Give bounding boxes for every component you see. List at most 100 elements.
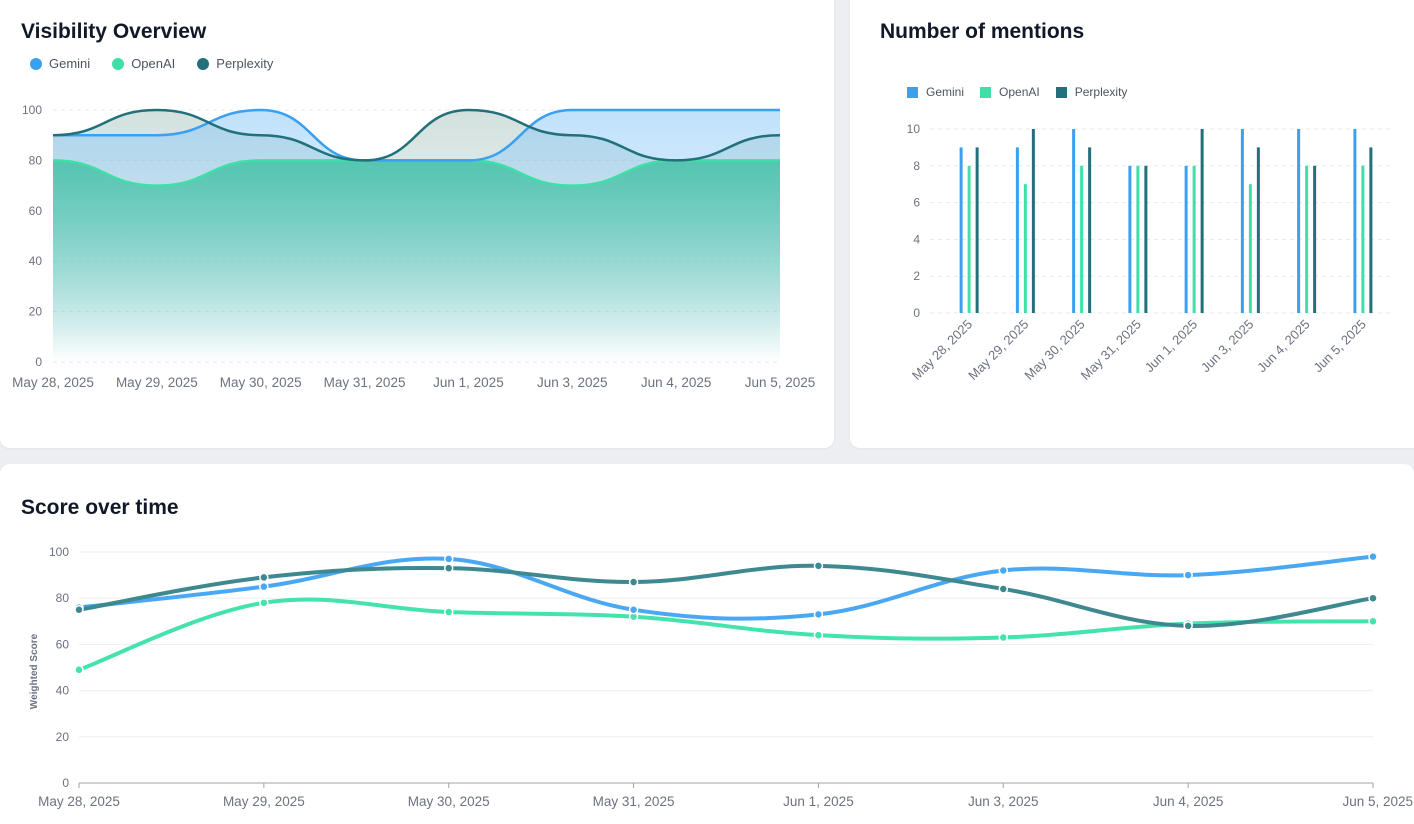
y-tick-label: 2 xyxy=(913,269,920,283)
x-tick-label: Jun 4, 2025 xyxy=(1153,794,1224,809)
bar-gemini xyxy=(1297,129,1301,313)
legend-label-gemini: Gemini xyxy=(49,56,91,71)
data-point-gemini xyxy=(443,554,454,564)
data-point-gemini xyxy=(259,581,269,592)
x-tick-label: Jun 5, 2025 xyxy=(1342,794,1413,809)
data-point-perplexity xyxy=(813,561,824,571)
x-tick-label: May 31, 2025 xyxy=(324,375,406,390)
bar-gemini xyxy=(1015,147,1019,313)
legend-item-gemini[interactable]: Gemini xyxy=(907,85,964,99)
data-point-gemini xyxy=(998,565,1009,576)
bar-openai xyxy=(1305,165,1309,313)
x-tick-label: Jun 3, 2025 xyxy=(968,794,1039,809)
data-point-perplexity xyxy=(74,605,84,615)
gemini-legend-marker xyxy=(30,57,42,70)
bar-openai xyxy=(967,165,971,313)
bar-perplexity xyxy=(1144,165,1148,313)
x-tick-label: May 29, 2025 xyxy=(116,375,198,390)
bar-openai xyxy=(1248,184,1252,313)
mentions-title: Number of mentions xyxy=(880,20,1085,43)
x-tick-label: Jun 1, 2025 xyxy=(433,375,504,390)
gemini-legend-marker xyxy=(907,86,918,98)
bar-openai xyxy=(1136,165,1140,313)
data-point-perplexity xyxy=(998,584,1009,594)
bar-perplexity xyxy=(1088,147,1092,313)
x-tick-label: Jun 4, 2025 xyxy=(1254,317,1313,376)
x-tick-label: May 29, 2025 xyxy=(223,794,305,809)
legend-item-openai[interactable]: OpenAI xyxy=(980,85,1040,99)
legend-label-openai: OpenAI xyxy=(131,56,176,71)
x-tick-label: Jun 5, 2025 xyxy=(745,375,816,390)
bar-openai xyxy=(1080,165,1084,313)
y-axis-label: Weighted Score xyxy=(29,633,40,709)
legend-item-openai[interactable]: OpenAI xyxy=(112,56,175,71)
visibility-legend: Gemini OpenAI Perplexity xyxy=(30,56,295,71)
x-tick-label: Jun 1, 2025 xyxy=(783,794,854,809)
legend-label-perplexity: Perplexity xyxy=(216,56,274,71)
bar-openai xyxy=(1023,184,1027,313)
bar-gemini xyxy=(1353,129,1357,313)
data-point-perplexity xyxy=(443,563,454,573)
score-over-time-title: Score over time xyxy=(21,496,179,519)
perplexity-legend-marker xyxy=(197,57,210,70)
y-tick-label: 8 xyxy=(913,159,920,173)
data-point-openai xyxy=(813,630,824,640)
y-tick-label: 40 xyxy=(56,684,70,698)
x-tick-label: Jun 3, 2025 xyxy=(537,375,608,390)
legend-item-gemini[interactable]: Gemini xyxy=(30,56,90,71)
bar-perplexity xyxy=(975,147,979,313)
data-point-gemini xyxy=(1368,551,1378,562)
data-point-openai xyxy=(1368,616,1378,627)
visibility-overview-title: Visibility Overview xyxy=(21,20,207,43)
bar-gemini xyxy=(1128,165,1132,313)
legend-item-perplexity[interactable]: Perplexity xyxy=(1055,85,1128,99)
series-line-perplexity xyxy=(77,563,1375,628)
score-over-time-card: Score over time 0 20 40 60 80 100 May 28, 2025… xyxy=(0,464,1414,824)
x-tick-label: May 30, 2025 xyxy=(220,375,302,390)
data-point-perplexity xyxy=(1183,621,1193,631)
bar-gemini xyxy=(1240,129,1244,313)
y-tick-label: 0 xyxy=(913,306,920,320)
y-tick-label: 6 xyxy=(913,196,920,210)
y-tick-label: 100 xyxy=(22,103,42,117)
series-line-gemini xyxy=(53,108,780,162)
y-tick-label: 20 xyxy=(56,730,70,744)
y-tick-label: 60 xyxy=(29,204,43,218)
bar-gemini xyxy=(1184,165,1188,313)
data-point-gemini xyxy=(813,609,824,620)
data-point-gemini xyxy=(1183,570,1193,580)
data-point-perplexity xyxy=(628,577,639,587)
perplexity-legend-marker xyxy=(1055,86,1067,98)
x-tick-label: May 28, 2025 xyxy=(12,375,94,390)
x-tick-label: May 28, 2025 xyxy=(38,794,120,809)
area-fill-openai xyxy=(53,160,780,362)
openai-legend-marker xyxy=(112,57,125,70)
x-tick-label: May 31, 2025 xyxy=(593,794,675,809)
legend-item-perplexity[interactable]: Perplexity xyxy=(197,56,273,71)
series-line-openai xyxy=(77,597,1375,672)
data-point-openai xyxy=(74,665,84,675)
legend-label-openai: OpenAI xyxy=(999,85,1040,99)
legend-label-perplexity: Perplexity xyxy=(1074,85,1128,99)
data-point-perplexity xyxy=(259,572,269,583)
bar-perplexity xyxy=(1313,165,1317,313)
data-point-openai xyxy=(259,598,269,608)
bar-gemini xyxy=(1072,129,1076,313)
legend-label-gemini: Gemini xyxy=(926,85,965,99)
x-tick-label: May 31, 2025 xyxy=(1078,317,1144,383)
y-tick-label: 80 xyxy=(29,153,43,167)
data-point-perplexity xyxy=(1368,593,1378,603)
data-point-openai xyxy=(998,632,1009,643)
mentions-card: Number of mentions Gemini OpenAI Perplex… xyxy=(850,0,1414,448)
y-tick-label: 4 xyxy=(913,232,920,246)
y-tick-label: 0 xyxy=(62,776,69,790)
data-point-gemini xyxy=(628,605,639,615)
visibility-area-chart: 0 20 40 60 80 100 May 28, 2025 May 29, 2025 May … xyxy=(12,103,816,390)
visibility-overview-card: Visibility Overview Gemini OpenAI Perple… xyxy=(0,0,834,448)
score-line-chart: 0 20 40 60 80 100 May 28, 2025 May 29, 2025 May … xyxy=(29,545,1413,809)
y-tick-label: 0 xyxy=(35,355,42,369)
y-tick-label: 80 xyxy=(56,591,70,605)
y-tick-label: 10 xyxy=(907,122,921,136)
bar-perplexity xyxy=(1200,129,1204,313)
bar-openai xyxy=(1361,165,1365,313)
